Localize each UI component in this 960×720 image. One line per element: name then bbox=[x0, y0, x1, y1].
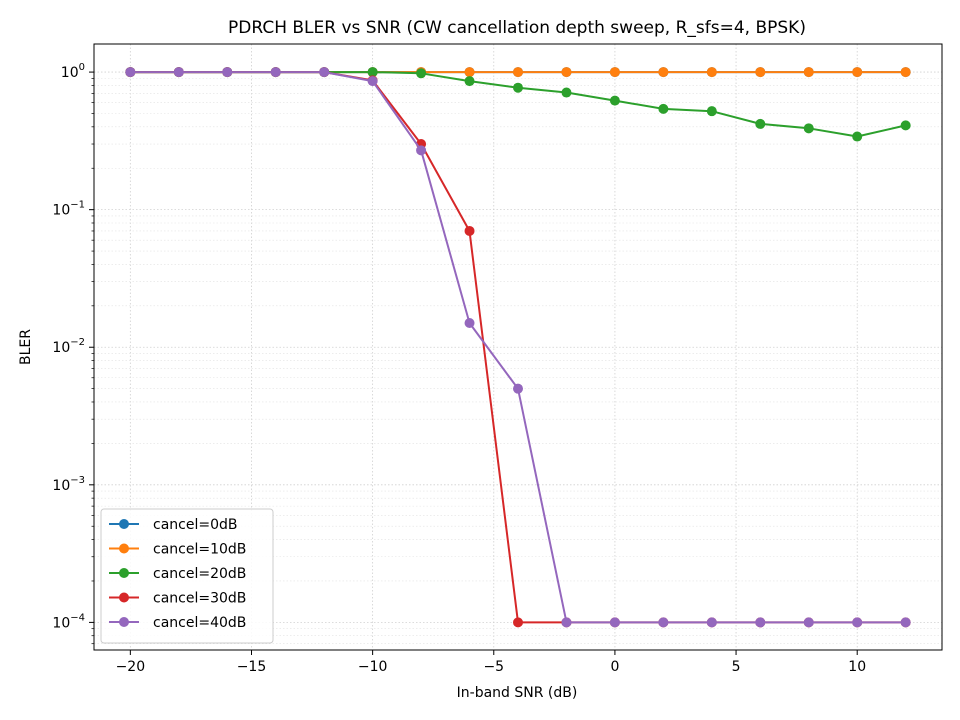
data-point bbox=[464, 76, 475, 87]
data-point bbox=[222, 67, 233, 78]
data-point bbox=[319, 67, 330, 78]
data-point bbox=[513, 617, 523, 628]
x-tick-label: −10 bbox=[358, 659, 388, 675]
legend-label: cancel=0dB bbox=[153, 517, 237, 533]
legend-label: cancel=10dB bbox=[153, 542, 246, 558]
x-tick-label: −5 bbox=[483, 659, 504, 675]
data-point bbox=[609, 67, 620, 78]
legend: cancel=0dB cancel=10dB cancel=20dB cancel=3… bbox=[100, 508, 274, 644]
legend-entry: cancel=40dB bbox=[109, 615, 246, 631]
data-point bbox=[755, 67, 766, 78]
legend-entry: cancel=10dB bbox=[109, 542, 246, 558]
chart-title: PDRCH BLER vs SNR (CW cancellation depth… bbox=[228, 18, 806, 38]
data-point bbox=[900, 67, 911, 78]
legend-box bbox=[100, 508, 274, 644]
data-point bbox=[609, 95, 620, 106]
legend-marker bbox=[119, 617, 129, 627]
data-point bbox=[706, 67, 717, 78]
legend-marker bbox=[119, 543, 129, 554]
data-point bbox=[367, 67, 378, 78]
y-tick-label: 10−1 bbox=[52, 200, 85, 219]
data-point bbox=[852, 617, 863, 628]
x-tick-label: −20 bbox=[116, 659, 146, 675]
data-point bbox=[658, 617, 669, 628]
data-point bbox=[803, 123, 814, 134]
data-point bbox=[706, 617, 717, 628]
data-point bbox=[561, 617, 572, 628]
data-point bbox=[803, 67, 814, 78]
data-point bbox=[513, 67, 523, 78]
x-tick-label: 0 bbox=[610, 659, 619, 675]
y-tick-label: 100 bbox=[61, 62, 85, 81]
data-point bbox=[464, 67, 475, 78]
plot-series bbox=[125, 67, 911, 628]
x-tick-label: 5 bbox=[732, 659, 741, 675]
legend-marker bbox=[119, 592, 129, 603]
legend-label: cancel=30dB bbox=[153, 591, 246, 607]
data-point bbox=[706, 106, 717, 117]
data-point bbox=[852, 67, 863, 78]
data-point bbox=[464, 225, 475, 236]
data-point bbox=[513, 82, 523, 93]
data-point bbox=[561, 67, 572, 78]
data-point bbox=[561, 87, 572, 98]
data-point bbox=[125, 67, 136, 78]
x-tick-label: 10 bbox=[848, 659, 866, 675]
data-point bbox=[755, 617, 766, 628]
data-point bbox=[658, 103, 669, 114]
x-axis-label: In-band SNR (dB) bbox=[457, 685, 578, 701]
y-tick-label: 10−2 bbox=[52, 337, 85, 356]
data-point bbox=[755, 118, 766, 129]
data-point bbox=[464, 318, 475, 329]
data-point bbox=[416, 145, 427, 156]
data-point bbox=[270, 67, 281, 78]
legend-marker bbox=[119, 568, 129, 578]
data-point bbox=[367, 76, 378, 87]
data-point bbox=[900, 120, 911, 131]
data-point bbox=[900, 617, 911, 628]
y-axis-label: BLER bbox=[18, 329, 34, 365]
y-axis: 10−4 10−3 10−2 10−1 100 bbox=[52, 62, 94, 645]
data-point bbox=[416, 68, 427, 79]
y-tick-label: 10−3 bbox=[52, 475, 85, 494]
legend-label: cancel=40dB bbox=[153, 615, 246, 631]
data-point bbox=[513, 383, 523, 394]
data-point bbox=[803, 617, 814, 628]
legend-entry: cancel=20dB bbox=[109, 566, 246, 582]
legend-marker bbox=[119, 519, 129, 529]
x-axis: −20 −15 −10 −5 0 5 10 bbox=[116, 650, 866, 675]
y-tick-label: 10−4 bbox=[52, 612, 85, 631]
data-point bbox=[852, 131, 863, 142]
data-point bbox=[658, 67, 669, 78]
legend-entry: cancel=0dB bbox=[109, 517, 237, 533]
data-point bbox=[173, 67, 184, 78]
data-point bbox=[609, 617, 620, 628]
x-tick-label: −15 bbox=[237, 659, 267, 675]
legend-entry: cancel=30dB bbox=[109, 591, 246, 607]
legend-label: cancel=20dB bbox=[153, 566, 246, 582]
series-cancel-40db bbox=[125, 67, 911, 628]
